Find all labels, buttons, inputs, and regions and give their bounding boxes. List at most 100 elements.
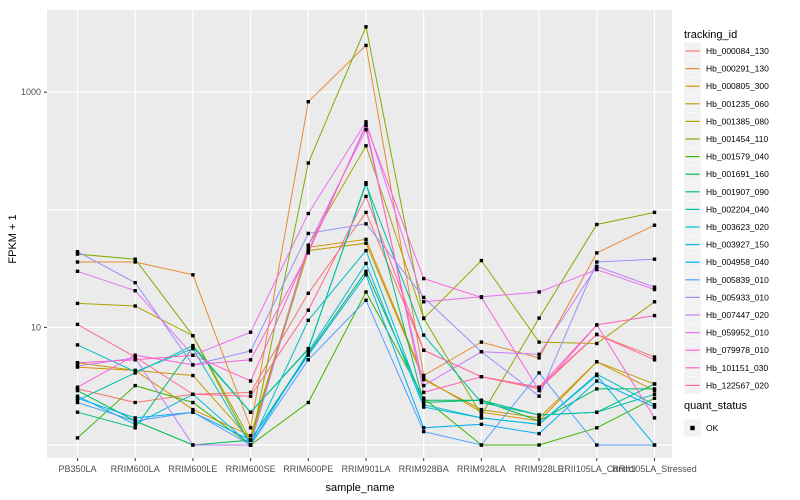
- data-point: [537, 316, 541, 320]
- data-point: [422, 348, 426, 352]
- legend-label: Hb_002204_040: [706, 204, 769, 214]
- data-point: [652, 285, 657, 289]
- data-point: [306, 231, 310, 236]
- data-point: [364, 194, 368, 199]
- data-point: [248, 438, 253, 442]
- data-point: [364, 273, 368, 277]
- y-tick-label: 1000: [21, 87, 41, 97]
- data-point: [248, 426, 253, 430]
- data-point: [422, 390, 426, 395]
- data-point: [75, 410, 80, 414]
- data-point: [422, 383, 426, 388]
- data-point: [595, 323, 599, 327]
- data-point: [479, 407, 484, 412]
- legend-title-tracking-id: tracking_id: [684, 29, 738, 41]
- data-point: [422, 373, 426, 378]
- data-point: [75, 396, 80, 400]
- legend-label: Hb_005839_010: [706, 275, 769, 285]
- data-point: [537, 394, 541, 398]
- data-point: [133, 355, 137, 359]
- legend-label: Hb_001691_160: [706, 169, 769, 179]
- data-point: [191, 410, 195, 414]
- data-point: [133, 400, 137, 405]
- data-point: [133, 358, 137, 362]
- data-point: [537, 340, 541, 344]
- data-point: [364, 290, 368, 294]
- data-point: [537, 352, 541, 356]
- data-point: [75, 252, 80, 256]
- data-point: [422, 396, 426, 400]
- data-point: [306, 245, 310, 249]
- data-point: [306, 358, 310, 362]
- data-point: [133, 281, 137, 285]
- data-point: [652, 257, 657, 261]
- data-point: [422, 300, 426, 304]
- data-point: [595, 387, 599, 391]
- y-tick-label: 10: [31, 322, 41, 332]
- data-point: [537, 385, 541, 389]
- data-point: [306, 100, 310, 104]
- legend-label: Hb_000805_300: [706, 81, 769, 91]
- data-point: [75, 394, 80, 398]
- plot-panel: [47, 10, 672, 458]
- data-point: [75, 361, 80, 365]
- data-point: [479, 258, 484, 263]
- data-point: [595, 341, 599, 346]
- data-point: [364, 237, 368, 242]
- data-point: [306, 161, 310, 165]
- data-point: [595, 379, 599, 383]
- data-point: [422, 398, 426, 402]
- data-point: [248, 443, 253, 447]
- data-point: [248, 394, 253, 398]
- data-point: [479, 413, 484, 417]
- data-point: [652, 443, 657, 447]
- data-point: [364, 241, 368, 245]
- data-point: [652, 392, 657, 396]
- legend-label: Hb_004958_040: [706, 257, 769, 267]
- data-point: [422, 333, 426, 337]
- data-point: [75, 398, 80, 402]
- data-point: [191, 363, 195, 367]
- legend-label: Hb_000084_130: [706, 46, 769, 56]
- data-point: [364, 43, 368, 48]
- data-point: [537, 443, 541, 447]
- data-point: [133, 383, 137, 388]
- data-point: [306, 346, 310, 351]
- data-point: [191, 353, 195, 357]
- data-point: [133, 416, 137, 420]
- data-point: [191, 346, 195, 351]
- legend-label: Hb_059952_010: [706, 328, 769, 338]
- legend-label: Hb_079978_010: [706, 345, 769, 355]
- data-point: [75, 301, 80, 306]
- legend-label: Hb_003623_020: [706, 222, 769, 232]
- data-point: [595, 360, 599, 364]
- data-point: [537, 388, 541, 393]
- data-point: [595, 373, 599, 378]
- data-point: [364, 123, 368, 128]
- data-point: [75, 436, 80, 440]
- data-point: [537, 419, 541, 423]
- data-point: [652, 387, 657, 391]
- data-point: [191, 407, 195, 412]
- data-point: [479, 416, 484, 420]
- quant-ok-label: OK: [706, 423, 719, 433]
- data-point: [133, 426, 137, 430]
- data-point: [306, 251, 310, 255]
- data-point: [537, 431, 541, 436]
- data-point: [364, 182, 368, 186]
- x-tick-label: RRIM928BA: [399, 464, 449, 474]
- data-point: [75, 343, 80, 347]
- data-point: [133, 289, 137, 293]
- data-point: [422, 377, 426, 382]
- data-point: [422, 276, 426, 281]
- data-point: [364, 248, 368, 253]
- data-point: [75, 322, 80, 327]
- data-point: [248, 379, 253, 383]
- data-point: [537, 290, 541, 294]
- data-point: [652, 403, 657, 407]
- data-point: [133, 422, 137, 426]
- data-point: [652, 358, 657, 362]
- data-point: [133, 257, 137, 261]
- data-point: [364, 261, 368, 266]
- data-point: [75, 385, 80, 389]
